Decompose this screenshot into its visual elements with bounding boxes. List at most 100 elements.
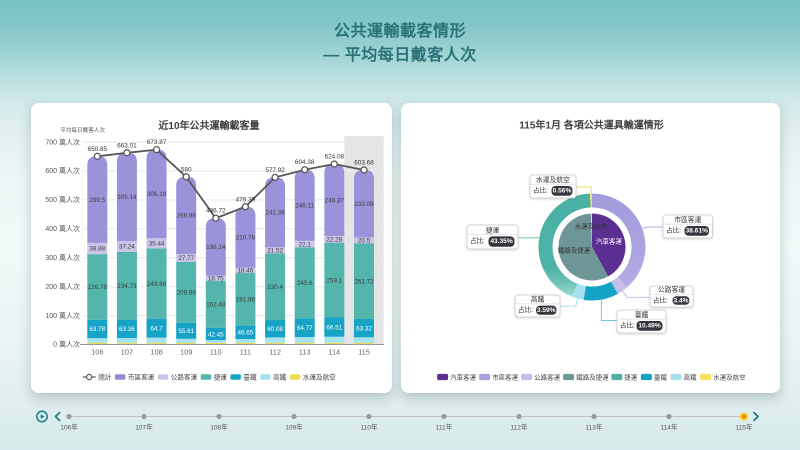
- svg-text:241.38: 241.38: [265, 210, 285, 217]
- svg-text:汽車客運: 汽車客運: [596, 237, 623, 246]
- svg-text:捷運: 捷運: [624, 372, 638, 381]
- svg-text:鐵路及捷運: 鐵路及捷運: [558, 246, 591, 255]
- svg-text:臺鐵: 臺鐵: [635, 310, 649, 319]
- svg-text:113: 113: [299, 347, 311, 356]
- svg-text:高鐵: 高鐵: [684, 372, 698, 381]
- svg-text:公路客運: 公路客運: [171, 372, 198, 381]
- svg-text:663.01: 663.01: [117, 142, 137, 149]
- svg-text:700 萬人次: 700 萬人次: [45, 137, 80, 146]
- svg-text:114: 114: [328, 347, 340, 356]
- svg-text:38.88: 38.88: [89, 246, 105, 253]
- svg-text:鐵路及捷運: 鐵路及捷運: [576, 372, 609, 381]
- svg-text:公路客運: 公路客運: [658, 285, 685, 294]
- svg-text:18.46: 18.46: [238, 268, 254, 275]
- svg-text:占比:: 占比:: [620, 320, 635, 329]
- svg-text:233.08: 233.08: [354, 201, 374, 208]
- svg-text:63.36: 63.36: [119, 326, 135, 333]
- svg-text:604.38: 604.38: [295, 159, 315, 166]
- svg-text:占比:: 占比:: [533, 185, 548, 194]
- svg-text:230.4: 230.4: [267, 284, 283, 291]
- svg-text:38.61%: 38.61%: [686, 227, 709, 234]
- svg-text:436.72: 436.72: [206, 208, 226, 215]
- svg-text:63.78: 63.78: [89, 326, 105, 333]
- svg-text:108年: 108年: [210, 423, 228, 432]
- svg-text:占比:: 占比:: [666, 225, 681, 234]
- svg-text:46.65: 46.65: [238, 330, 254, 337]
- svg-text:市區客運: 市區客運: [674, 215, 701, 224]
- svg-text:300 萬人次: 300 萬人次: [45, 253, 80, 262]
- svg-text:603.68: 603.68: [354, 160, 374, 167]
- svg-text:水運及航空: 水運及航空: [536, 175, 570, 184]
- svg-text:106: 106: [91, 347, 103, 356]
- svg-text:577.92: 577.92: [265, 167, 285, 174]
- svg-text:500 萬人次: 500 萬人次: [45, 195, 80, 204]
- svg-text:210.78: 210.78: [236, 234, 256, 241]
- svg-text:209.98: 209.98: [177, 290, 197, 297]
- svg-text:299.5: 299.5: [89, 197, 105, 204]
- svg-text:捷運: 捷運: [486, 225, 500, 234]
- svg-text:高鐵: 高鐵: [273, 372, 287, 381]
- svg-text:水運及航空: 水運及航空: [575, 222, 608, 231]
- svg-text:306.19: 306.19: [147, 191, 167, 198]
- svg-text:114年: 114年: [660, 423, 678, 432]
- svg-text:66.51: 66.51: [326, 324, 342, 331]
- svg-text:266.98: 266.98: [177, 213, 197, 220]
- svg-text:22.1: 22.1: [299, 241, 312, 248]
- svg-text:400 萬人次: 400 萬人次: [45, 224, 80, 233]
- svg-text:37.24: 37.24: [119, 244, 135, 251]
- svg-text:200 萬人次: 200 萬人次: [45, 282, 80, 291]
- svg-text:226.78: 226.78: [88, 284, 108, 291]
- svg-text:0.56%: 0.56%: [553, 187, 572, 194]
- svg-text:162.48: 162.48: [206, 302, 226, 309]
- svg-text:市區客運: 市區客運: [128, 372, 155, 381]
- svg-text:234.73: 234.73: [117, 283, 137, 290]
- svg-text:占比:: 占比:: [470, 236, 485, 245]
- svg-text:115年: 115年: [735, 423, 753, 432]
- svg-text:42.45: 42.45: [208, 331, 224, 338]
- svg-text:18.75: 18.75: [208, 275, 224, 282]
- svg-text:0 萬人次: 0 萬人次: [53, 340, 80, 349]
- svg-text:249.37: 249.37: [325, 197, 345, 204]
- svg-text:63.32: 63.32: [356, 325, 372, 332]
- svg-text:108: 108: [150, 347, 162, 356]
- svg-text:55.61: 55.61: [178, 328, 194, 335]
- svg-text:43.35%: 43.35%: [490, 238, 513, 245]
- svg-text:110年: 110年: [360, 423, 378, 432]
- svg-text:115: 115: [358, 347, 370, 356]
- svg-text:112年: 112年: [510, 423, 528, 432]
- svg-text:243.68: 243.68: [147, 281, 167, 288]
- svg-text:115年1月 各項公共運具輸運情形: 115年1月 各項公共運具輸運情形: [519, 119, 663, 132]
- svg-text:10.49%: 10.49%: [638, 322, 661, 329]
- svg-text:107年: 107年: [135, 423, 153, 432]
- svg-text:35.44: 35.44: [149, 241, 165, 248]
- svg-text:181.86: 181.86: [236, 297, 256, 304]
- svg-text:259.1: 259.1: [326, 277, 342, 284]
- svg-text:60.08: 60.08: [267, 326, 283, 333]
- svg-text:64.7: 64.7: [150, 325, 163, 332]
- svg-text:113年: 113年: [585, 423, 603, 432]
- svg-text:245.6: 245.6: [297, 280, 313, 287]
- svg-text:22.28: 22.28: [326, 237, 342, 244]
- svg-text:27.77: 27.77: [178, 255, 194, 262]
- svg-text:3.59%: 3.59%: [537, 307, 556, 314]
- svg-text:476.39: 476.39: [236, 196, 256, 203]
- svg-text:3.4%: 3.4%: [673, 298, 688, 305]
- svg-text:198.14: 198.14: [206, 244, 226, 251]
- svg-text:107: 107: [121, 347, 133, 356]
- svg-text:高鐵: 高鐵: [531, 295, 545, 304]
- svg-text:臺鐵: 臺鐵: [243, 372, 257, 381]
- svg-text:捷運: 捷運: [214, 372, 228, 381]
- svg-text:21.52: 21.52: [267, 248, 283, 255]
- svg-text:20.5: 20.5: [358, 238, 371, 245]
- svg-text:市區客運: 市區客運: [492, 372, 518, 381]
- svg-text:112: 112: [269, 347, 281, 356]
- svg-text:平均每日戴客人次: 平均每日戴客人次: [60, 126, 105, 134]
- svg-text:580: 580: [181, 166, 192, 173]
- svg-text:水運及航空: 水運及航空: [713, 372, 746, 381]
- svg-text:64.77: 64.77: [297, 325, 313, 332]
- svg-text:673.87: 673.87: [147, 139, 167, 146]
- svg-text:650.85: 650.85: [88, 146, 108, 153]
- svg-text:106年: 106年: [60, 423, 78, 432]
- svg-text:261.72: 261.72: [354, 278, 374, 285]
- svg-text:246.11: 246.11: [295, 203, 314, 210]
